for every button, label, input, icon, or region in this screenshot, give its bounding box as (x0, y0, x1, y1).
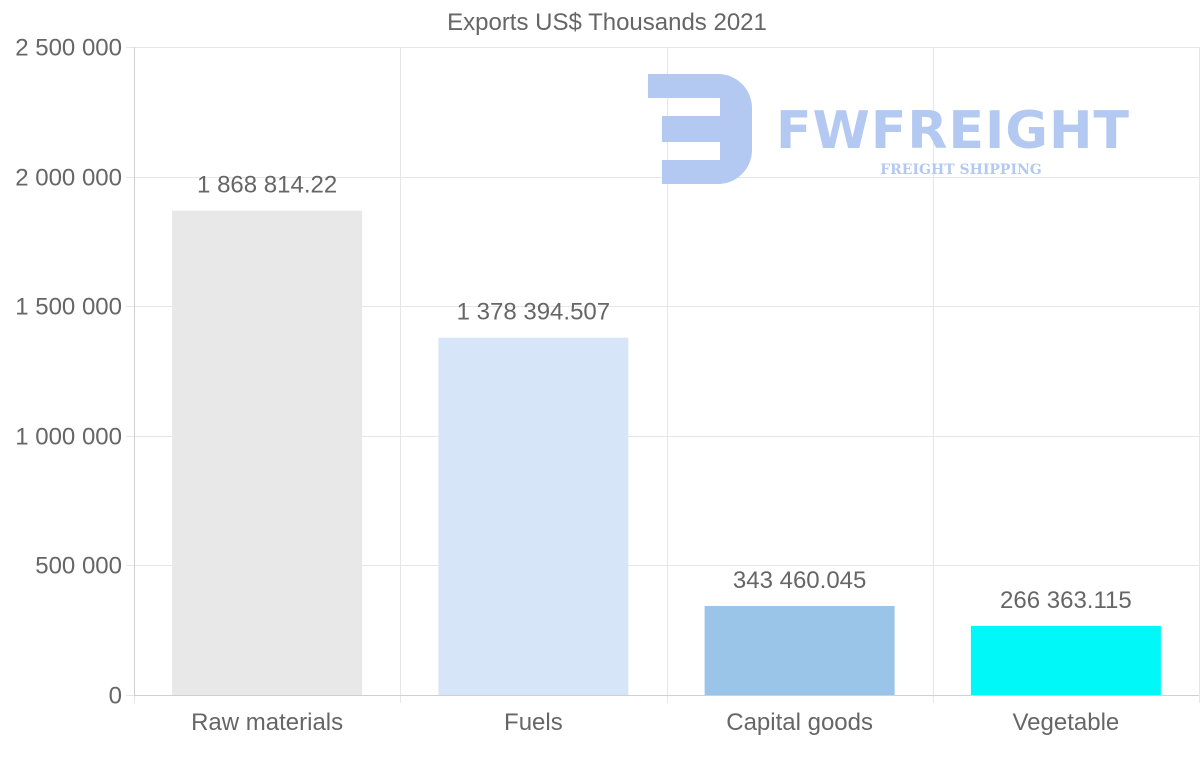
data-label: 266 363.115 (1000, 587, 1132, 614)
data-label: 1 378 394.507 (457, 299, 610, 326)
axes (134, 47, 1199, 696)
x-tick-label: Vegetable (1012, 709, 1119, 736)
x-tick-label: Fuels (504, 709, 563, 736)
y-tick-label: 2 500 000 (15, 35, 122, 62)
x-tick-label: Raw materials (191, 709, 343, 736)
bars (172, 210, 1161, 696)
y-tick-label: 1 000 000 (15, 424, 122, 451)
bar-fuels (438, 337, 629, 695)
y-tick-label: 1 500 000 (15, 294, 122, 321)
data-label: 343 460.045 (733, 567, 866, 594)
watermark-tagline: FREIGHT SHIPPING (880, 162, 1042, 178)
y-axis-tick-labels: 0 500 000 1 000 000 1 500 000 2 000 000 2 500… (15, 35, 122, 710)
y-tick-label: 2 000 000 (15, 165, 122, 192)
y-tick-label: 0 (109, 683, 122, 710)
fwfreight-logo-icon (648, 74, 752, 184)
y-tick-label: 500 000 (35, 553, 122, 580)
bar-capital-goods (704, 605, 895, 695)
fwfreight-watermark: FWFREIGHT FREIGHT SHIPPING (648, 74, 1130, 184)
chart-title: Exports US$ Thousands 2021 (447, 9, 767, 36)
data-labels: 1 868 814.22 1 378 394.507 343 460.045 266 … (197, 172, 1132, 614)
bar-vegetable (970, 625, 1161, 695)
x-tick-label: Capital goods (726, 709, 873, 736)
data-label: 1 868 814.22 (197, 172, 337, 199)
x-axis-tick-labels: Raw materials Fuels Capital goods Vegetable (191, 709, 1119, 736)
watermark-brand: FWFREIGHT (776, 101, 1130, 161)
bar-raw-materials (172, 210, 363, 696)
